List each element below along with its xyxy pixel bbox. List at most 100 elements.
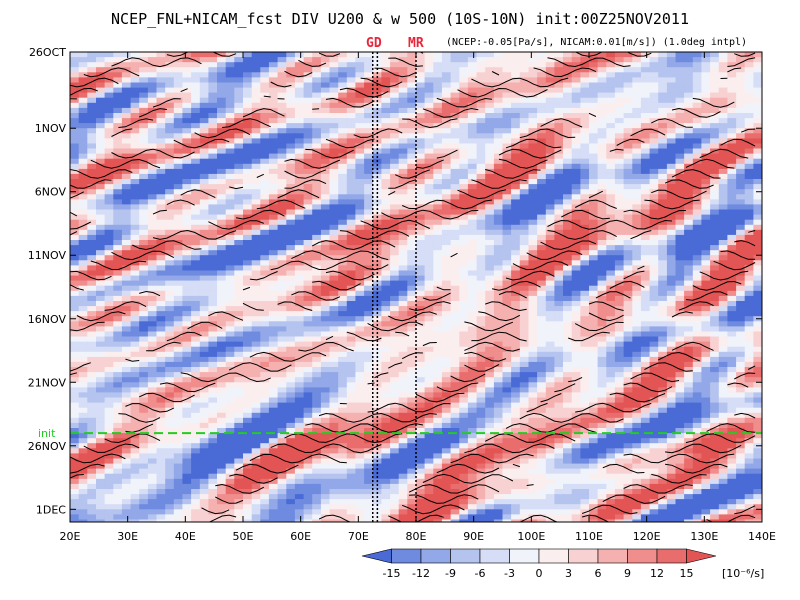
heatmap-cell: [614, 163, 625, 170]
heatmap-cell: [372, 280, 383, 287]
heatmap-cell: [623, 260, 633, 266]
heatmap-cell: [364, 301, 374, 307]
heatmap-cell: [191, 143, 201, 150]
heatmap-cell: [528, 290, 538, 297]
heatmap-cell: [675, 179, 685, 185]
heatmap-cell: [407, 321, 417, 327]
heatmap-cell: [147, 163, 158, 170]
heatmap-cell: [294, 148, 305, 155]
heatmap-cell: [104, 295, 114, 302]
heatmap-cell: [277, 77, 287, 84]
heatmap-cell: [217, 143, 227, 150]
heatmap-cell: [139, 113, 149, 119]
heatmap-cell: [502, 189, 512, 195]
heatmap-cell: [424, 113, 434, 119]
heatmap-cell: [433, 316, 443, 322]
heatmap-cell: [502, 173, 512, 180]
heatmap-cell: [563, 270, 573, 277]
heatmap-cell: [632, 316, 642, 322]
heatmap-cell: [364, 62, 374, 68]
heatmap-cell: [303, 356, 313, 363]
heatmap-cell: [571, 280, 581, 287]
heatmap-cell: [476, 255, 486, 261]
heatmap-cell: [511, 265, 521, 272]
heatmap-cell: [173, 158, 183, 165]
heatmap-cell: [312, 240, 322, 246]
heatmap-cell: [104, 234, 114, 241]
heatmap-cell: [268, 316, 279, 322]
heatmap-cell: [303, 301, 313, 307]
heatmap-cell: [580, 97, 590, 104]
heatmap-cell: [113, 234, 123, 241]
heatmap-cell: [398, 133, 408, 139]
heatmap-cell: [243, 57, 253, 63]
heatmap-cell: [710, 67, 720, 73]
heatmap-cell: [165, 280, 175, 287]
heatmap-cell: [147, 138, 158, 145]
heatmap-cell: [225, 143, 235, 150]
heatmap-cell: [692, 72, 702, 78]
heatmap-cell: [87, 143, 97, 150]
heatmap-cell: [113, 57, 123, 63]
heatmap-cell: [225, 306, 235, 312]
heatmap-cell: [260, 240, 270, 246]
heatmap-cell: [147, 52, 158, 58]
heatmap-cell: [701, 250, 711, 256]
heatmap-cell: [528, 361, 538, 368]
heatmap-cell: [96, 118, 106, 124]
heatmap-cell: [70, 311, 80, 317]
heatmap-cell: [139, 306, 149, 312]
heatmap-cell: [121, 92, 132, 99]
heatmap-cell: [234, 67, 244, 73]
heatmap-cell: [424, 128, 434, 134]
heatmap-cell: [277, 158, 287, 165]
heatmap-cell: [182, 326, 192, 333]
heatmap-cell: [511, 107, 521, 114]
heatmap-cell: [364, 229, 374, 236]
heatmap-cell: [173, 179, 183, 185]
heatmap-cell: [156, 118, 166, 124]
heatmap-cell: [156, 316, 166, 322]
heatmap-cell: [554, 133, 564, 139]
heatmap-cell: [632, 204, 642, 211]
heatmap-cell: [165, 102, 175, 109]
heatmap-cell: [407, 138, 417, 145]
heatmap-cell: [684, 67, 694, 73]
heatmap-cell: [78, 356, 88, 363]
heatmap-cell: [364, 82, 374, 89]
heatmap-cell: [96, 260, 106, 266]
heatmap-cell: [649, 275, 659, 282]
heatmap-cell: [441, 285, 452, 292]
heatmap-cell: [684, 306, 694, 312]
heatmap-cell: [364, 189, 374, 195]
heatmap-cell: [104, 123, 114, 129]
heatmap-cell: [675, 113, 685, 119]
heatmap-cell: [589, 138, 599, 145]
heatmap-cell: [199, 224, 210, 231]
heatmap-cell: [139, 184, 149, 190]
heatmap-cell: [502, 184, 512, 190]
heatmap-cell: [113, 285, 123, 292]
heatmap-cell: [139, 67, 149, 73]
heatmap-cell: [398, 255, 408, 261]
heatmap-cell: [528, 240, 538, 246]
heatmap-cell: [182, 128, 192, 134]
heatmap-cell: [113, 346, 123, 353]
heatmap-cell: [606, 214, 616, 221]
heatmap-cell: [70, 102, 80, 109]
heatmap-cell: [433, 153, 443, 160]
heatmap-cell: [165, 113, 175, 119]
heatmap-cell: [710, 326, 720, 333]
heatmap-cell: [640, 77, 651, 84]
heatmap-cell: [450, 72, 460, 78]
heatmap-cell: [666, 346, 677, 353]
heatmap-cell: [623, 138, 633, 145]
heatmap-cell: [329, 306, 339, 312]
heatmap-cell: [459, 356, 469, 363]
heatmap-cell: [78, 158, 88, 165]
heatmap-cell: [485, 214, 495, 221]
heatmap-cell: [476, 138, 486, 145]
heatmap-cell: [294, 270, 305, 277]
heatmap-cell: [519, 341, 530, 348]
heatmap-cell: [355, 361, 365, 368]
